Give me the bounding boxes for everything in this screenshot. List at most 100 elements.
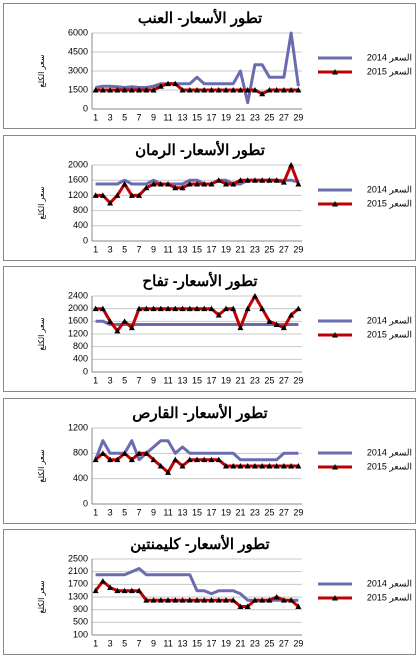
- y-tick-label: 3000: [68, 65, 88, 75]
- y-tick-label: 500: [73, 617, 88, 627]
- point-marker: [143, 597, 150, 603]
- x-tick-label: 29: [293, 638, 303, 648]
- y-tick-label: 1600: [68, 175, 88, 185]
- y-axis-label: سعر الكلغ: [37, 54, 46, 87]
- point-marker: [230, 463, 237, 469]
- point-marker: [150, 181, 157, 187]
- point-marker: [194, 305, 200, 312]
- point-marker: [143, 87, 150, 93]
- x-tick-label: 9: [151, 112, 156, 122]
- x-tick-label: 15: [192, 507, 202, 517]
- legend-marker: [332, 201, 338, 207]
- point-marker: [259, 90, 266, 97]
- point-marker: [244, 177, 251, 183]
- x-tick-label: 9: [151, 638, 156, 648]
- point-marker: [295, 603, 302, 609]
- series-line: [94, 439, 299, 462]
- point-marker: [172, 80, 179, 87]
- point-marker: [157, 83, 164, 89]
- x-tick-label: 25: [264, 638, 274, 648]
- point-marker: [136, 587, 143, 594]
- x-tick-label: 23: [250, 112, 260, 122]
- point-marker: [259, 177, 266, 183]
- point-marker: [99, 305, 106, 312]
- x-tick-label: 17: [206, 375, 216, 385]
- point-marker: [121, 450, 128, 456]
- point-marker: [280, 179, 287, 185]
- point-marker: [215, 177, 222, 183]
- x-tick-label: 27: [279, 112, 289, 122]
- point-marker: [280, 87, 287, 93]
- point-marker: [121, 587, 128, 594]
- point-marker: [136, 87, 143, 93]
- point-marker: [92, 456, 99, 463]
- x-tick-label: 5: [122, 112, 127, 122]
- point-marker: [165, 80, 172, 87]
- x-tick-label: 19: [221, 112, 231, 122]
- x-tick-label: 17: [206, 112, 216, 122]
- x-tick-label: 21: [235, 638, 245, 648]
- point-marker: [208, 181, 215, 187]
- point-marker: [215, 312, 222, 318]
- x-tick-label: 23: [250, 375, 260, 385]
- x-tick-label: 7: [137, 638, 142, 648]
- x-tick-label: 1: [93, 638, 98, 648]
- y-tick-label: 2400: [68, 290, 88, 300]
- point-marker: [186, 87, 193, 93]
- panel: [3, 3, 416, 129]
- x-tick-label: 27: [279, 244, 289, 254]
- y-tick-label: 1700: [68, 579, 88, 589]
- y-tick-label: 100: [73, 629, 88, 639]
- y-tick-label: 1200: [68, 328, 88, 338]
- point-marker: [244, 305, 251, 312]
- point-marker: [157, 305, 164, 312]
- point-marker: [288, 87, 295, 93]
- point-marker: [114, 587, 121, 594]
- point-marker: [121, 318, 128, 324]
- point-marker: [273, 463, 280, 469]
- point-marker: [237, 87, 244, 93]
- point-marker: [194, 87, 200, 93]
- point-marker: [165, 469, 172, 475]
- point-marker: [150, 305, 157, 312]
- y-tick-label: 6000: [68, 27, 88, 37]
- point-marker: [215, 87, 222, 93]
- point-marker: [266, 318, 273, 324]
- y-tick-label: 400: [73, 220, 88, 230]
- point-marker: [114, 87, 121, 93]
- x-tick-label: 7: [137, 507, 142, 517]
- point-marker: [92, 587, 99, 594]
- point-marker: [121, 87, 128, 93]
- x-tick-label: 21: [235, 244, 245, 254]
- legend-label: السعر 2014: [367, 447, 412, 458]
- point-marker: [114, 327, 121, 334]
- point-marker: [244, 87, 251, 93]
- point-marker: [222, 597, 229, 603]
- y-tick-label: 400: [73, 354, 88, 364]
- x-tick-label: 1: [93, 244, 98, 254]
- x-tick-label: 1: [93, 112, 98, 122]
- point-marker: [179, 463, 186, 469]
- legend-label: السعر 2015: [367, 198, 412, 209]
- x-tick-label: 9: [151, 244, 156, 254]
- point-marker: [186, 597, 193, 603]
- x-tick-label: 9: [151, 507, 156, 517]
- point-marker: [186, 181, 193, 187]
- x-tick-label: 3: [108, 375, 113, 385]
- x-tick-label: 27: [279, 375, 289, 385]
- point-marker: [150, 456, 157, 463]
- legend-label: السعر 2015: [367, 461, 412, 472]
- y-tick-label: 1300: [68, 591, 88, 601]
- chart-title: تطور الأسعار- العنب: [138, 8, 262, 27]
- point-marker: [237, 603, 244, 609]
- x-tick-label: 7: [137, 112, 142, 122]
- legend-marker: [332, 595, 338, 601]
- point-marker: [201, 597, 208, 603]
- y-tick-label: 4500: [68, 46, 88, 56]
- point-marker: [273, 87, 280, 93]
- y-tick-label: 0: [83, 498, 88, 508]
- point-marker: [136, 192, 143, 198]
- y-tick-label: 1200: [68, 190, 88, 200]
- y-axis-label: سعر الكلغ: [37, 186, 46, 219]
